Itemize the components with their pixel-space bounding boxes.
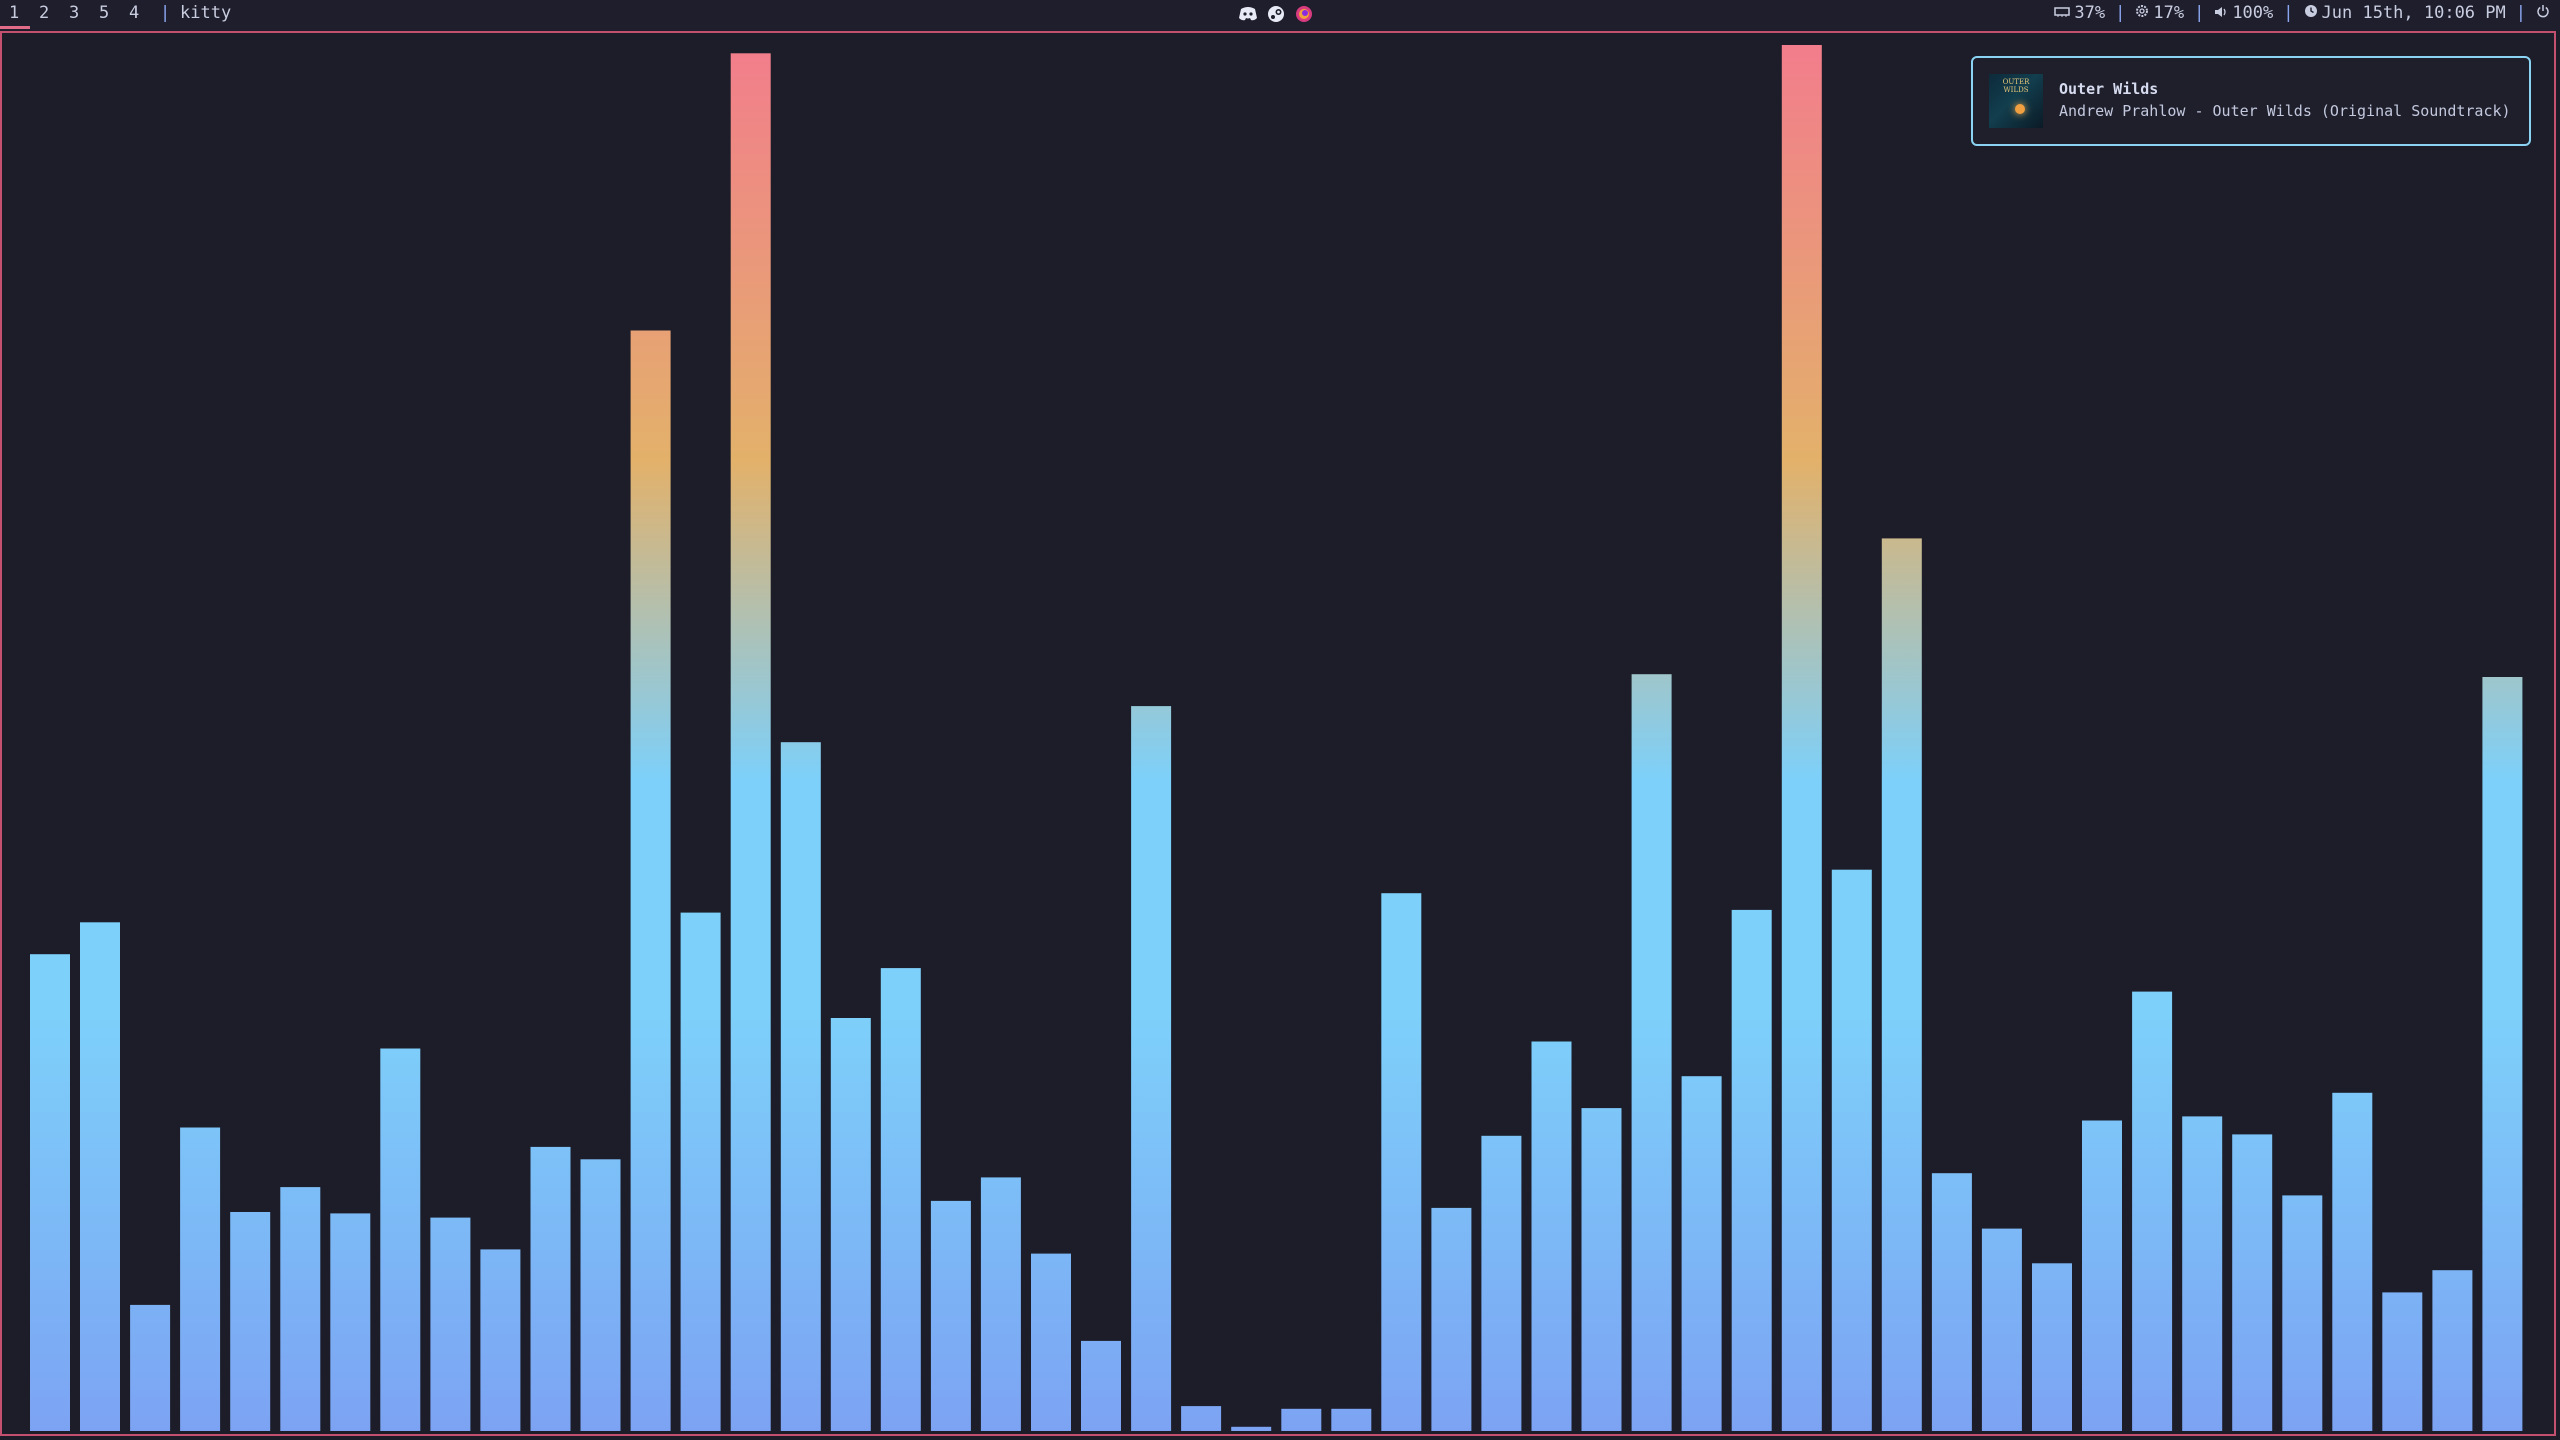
audio-visualizer — [30, 45, 2523, 1431]
window-title: kitty — [180, 3, 232, 23]
visualizer-bar — [2332, 1092, 2373, 1431]
workspace-2[interactable]: 2 — [39, 3, 50, 23]
visualizer-bar — [1231, 1426, 1272, 1431]
visualizer-bar — [630, 330, 671, 1431]
visualizer-bar — [2132, 991, 2173, 1431]
clock-icon — [2304, 0, 2318, 26]
visualizer-bar — [530, 1146, 571, 1431]
now-playing-notification[interactable]: OUTER WILDS Outer Wilds Andrew Prahlow -… — [1971, 56, 2531, 146]
visualizer-bar — [1631, 674, 1672, 1431]
memory-icon — [2054, 0, 2071, 26]
status-separator: | — [2515, 3, 2526, 23]
visualizer-bar — [2032, 1263, 2072, 1431]
visualizer-bar — [1181, 1406, 1222, 1431]
visualizer-bar — [580, 1159, 621, 1431]
album-art-sun — [2015, 104, 2025, 114]
visualizer-bar — [1681, 1076, 1722, 1431]
visualizer-bar — [30, 954, 70, 1431]
system-tray — [1238, 4, 1314, 24]
visualizer-bar — [830, 1018, 871, 1431]
clock-value: Jun 15th, 10:06 PM — [2321, 3, 2506, 23]
status-separator: | — [2194, 3, 2205, 23]
visualizer-bar — [2432, 1270, 2473, 1431]
memory-value: 37% — [2074, 3, 2106, 23]
visualizer-bar — [2282, 1195, 2323, 1431]
album-art: OUTER WILDS — [1989, 74, 2043, 128]
visualizer-bar — [780, 742, 821, 1431]
visualizer-bar — [1831, 869, 1872, 1431]
visualizer-bar — [1131, 706, 1172, 1431]
volume-module[interactable]: 100% — [2214, 0, 2273, 26]
visualizer-bar — [1081, 1340, 1121, 1431]
visualizer-bar — [1881, 538, 1922, 1431]
workspace-5[interactable]: 5 — [99, 3, 110, 23]
speaker-icon — [2214, 0, 2228, 26]
visualizer-bar — [1731, 909, 1772, 1431]
visualizer-bars — [30, 45, 2523, 1431]
album-art-text: OUTER WILDS — [2002, 78, 2030, 94]
visualizer-bar — [130, 1304, 171, 1431]
power-icon — [2536, 0, 2550, 26]
visualizer-bar — [1281, 1408, 1322, 1431]
visualizer-bar — [1981, 1228, 2022, 1431]
active-workspace-indicator — [0, 26, 30, 29]
top-status-bar: 1 2 3 5 4 | kitty — [0, 0, 2560, 30]
cpu-value: 17% — [2153, 3, 2185, 23]
firefox-icon[interactable] — [1294, 4, 1314, 24]
volume-value: 100% — [2232, 3, 2274, 23]
visualizer-bar — [230, 1212, 271, 1431]
visualizer-bar — [1031, 1253, 1071, 1431]
notification-title: Outer Wilds — [2059, 80, 2159, 98]
visualizer-bar — [980, 1177, 1021, 1431]
visualizer-bar — [2182, 1116, 2223, 1431]
power-button[interactable] — [2536, 0, 2550, 26]
visualizer-bar — [1781, 45, 1822, 1431]
workspace-1[interactable]: 1 — [9, 3, 20, 23]
notification-body: Andrew Prahlow - Outer Wilds (Original S… — [2059, 102, 2511, 120]
title-separator: | — [160, 3, 171, 23]
visualizer-bar — [880, 968, 921, 1431]
visualizer-bar — [330, 1213, 371, 1431]
visualizer-bar — [2382, 1292, 2423, 1431]
visualizer-bar — [730, 53, 771, 1431]
status-separator: | — [2115, 3, 2126, 23]
gear-icon — [2135, 0, 2149, 26]
visualizer-bar — [380, 1048, 421, 1431]
kitty-terminal-window[interactable] — [0, 31, 2556, 1436]
visualizer-bar — [480, 1249, 521, 1431]
visualizer-bar — [680, 912, 721, 1431]
visualizer-bar — [180, 1127, 221, 1431]
discord-icon[interactable] — [1238, 4, 1258, 24]
visualizer-bar — [1481, 1135, 1522, 1431]
status-separator: | — [2283, 3, 2294, 23]
visualizer-bar — [1381, 893, 1422, 1431]
visualizer-bar — [280, 1187, 321, 1431]
visualizer-bar — [1431, 1207, 1472, 1431]
visualizer-bar — [1331, 1408, 1372, 1431]
visualizer-bar — [1581, 1108, 1622, 1431]
clock-module[interactable]: Jun 15th, 10:06 PM — [2304, 0, 2506, 26]
visualizer-bar — [2082, 1120, 2122, 1431]
visualizer-bar — [80, 922, 120, 1431]
visualizer-bar — [2482, 677, 2523, 1431]
visualizer-bar — [430, 1217, 471, 1431]
status-modules: 37% | 17% | 100% | Jun 15th, 10:06 PM | — [2054, 0, 2550, 26]
visualizer-bar — [1531, 1041, 1572, 1431]
memory-module[interactable]: 37% — [2054, 0, 2105, 26]
cpu-module[interactable]: 17% — [2135, 0, 2184, 26]
steam-icon[interactable] — [1266, 4, 1286, 24]
workspace-3[interactable]: 3 — [69, 3, 80, 23]
visualizer-bar — [1931, 1173, 1972, 1431]
visualizer-bar — [930, 1200, 971, 1431]
visualizer-bar — [2232, 1134, 2273, 1431]
workspace-4[interactable]: 4 — [129, 3, 140, 23]
